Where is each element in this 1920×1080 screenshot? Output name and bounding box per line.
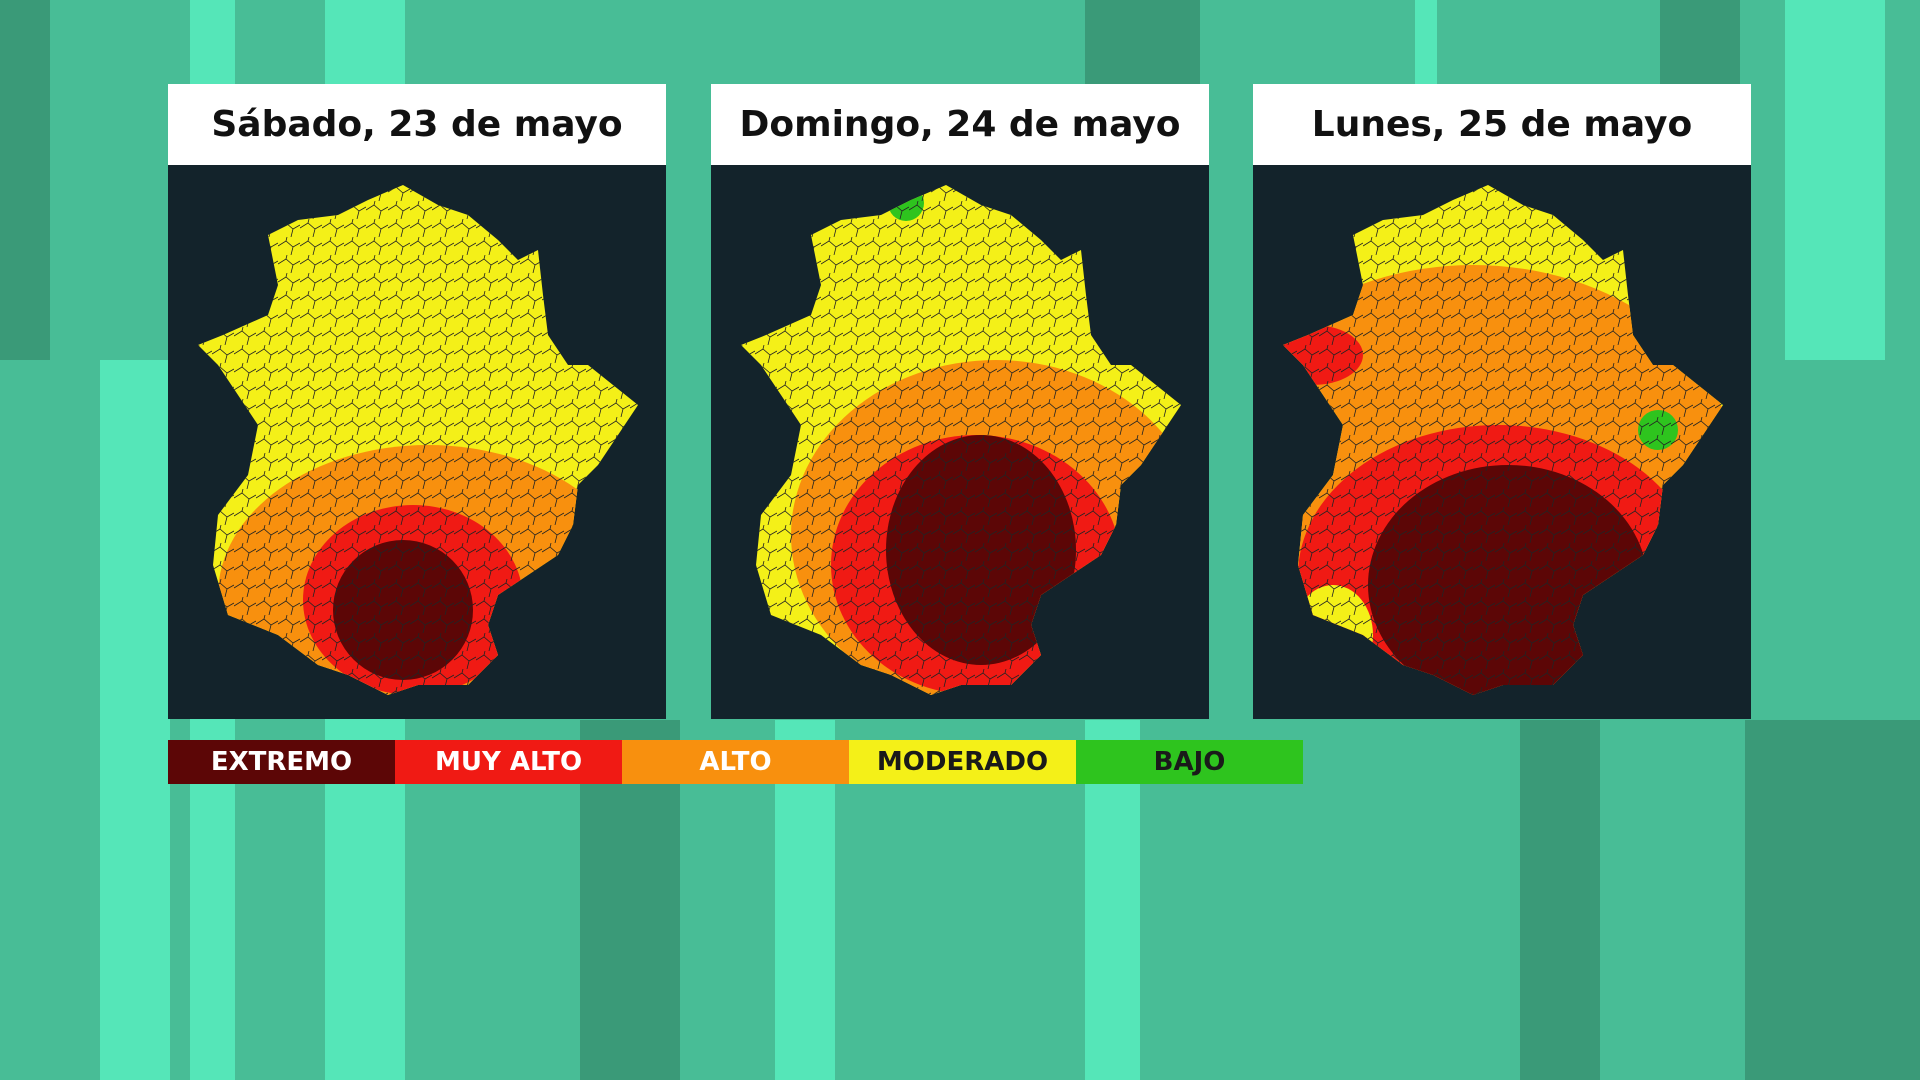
stripe <box>1085 0 1200 84</box>
municipalities <box>1283 185 1723 695</box>
map-panel: Sábado, 23 de mayo <box>168 84 666 719</box>
stripe <box>1415 0 1437 84</box>
stripe <box>1785 0 1885 360</box>
stripe <box>100 360 170 1080</box>
panel-title: Sábado, 23 de mayo <box>168 84 666 165</box>
panel-title: Lunes, 25 de mayo <box>1253 84 1751 165</box>
region <box>1283 185 1723 695</box>
panel-title: Domingo, 24 de mayo <box>711 84 1209 165</box>
map <box>1283 185 1723 695</box>
map <box>741 185 1181 695</box>
stripe <box>1660 0 1740 84</box>
region <box>198 185 638 695</box>
map-panel: Domingo, 24 de mayo <box>711 84 1209 719</box>
legend-item: ALTO <box>622 740 849 784</box>
legend: EXTREMO MUY ALTO ALTO MODERADO BAJO <box>168 740 1303 784</box>
legend-item: BAJO <box>1076 740 1303 784</box>
region <box>741 185 1181 695</box>
stripe <box>1520 720 1600 1080</box>
legend-item: MUY ALTO <box>395 740 622 784</box>
legend-item: EXTREMO <box>168 740 395 784</box>
legend-item: MODERADO <box>849 740 1076 784</box>
municipalities <box>741 185 1181 695</box>
municipalities <box>198 185 638 695</box>
map <box>198 185 638 695</box>
stripe <box>0 0 50 360</box>
map-panel: Lunes, 25 de mayo <box>1253 84 1751 719</box>
stripe <box>1745 720 1920 1080</box>
